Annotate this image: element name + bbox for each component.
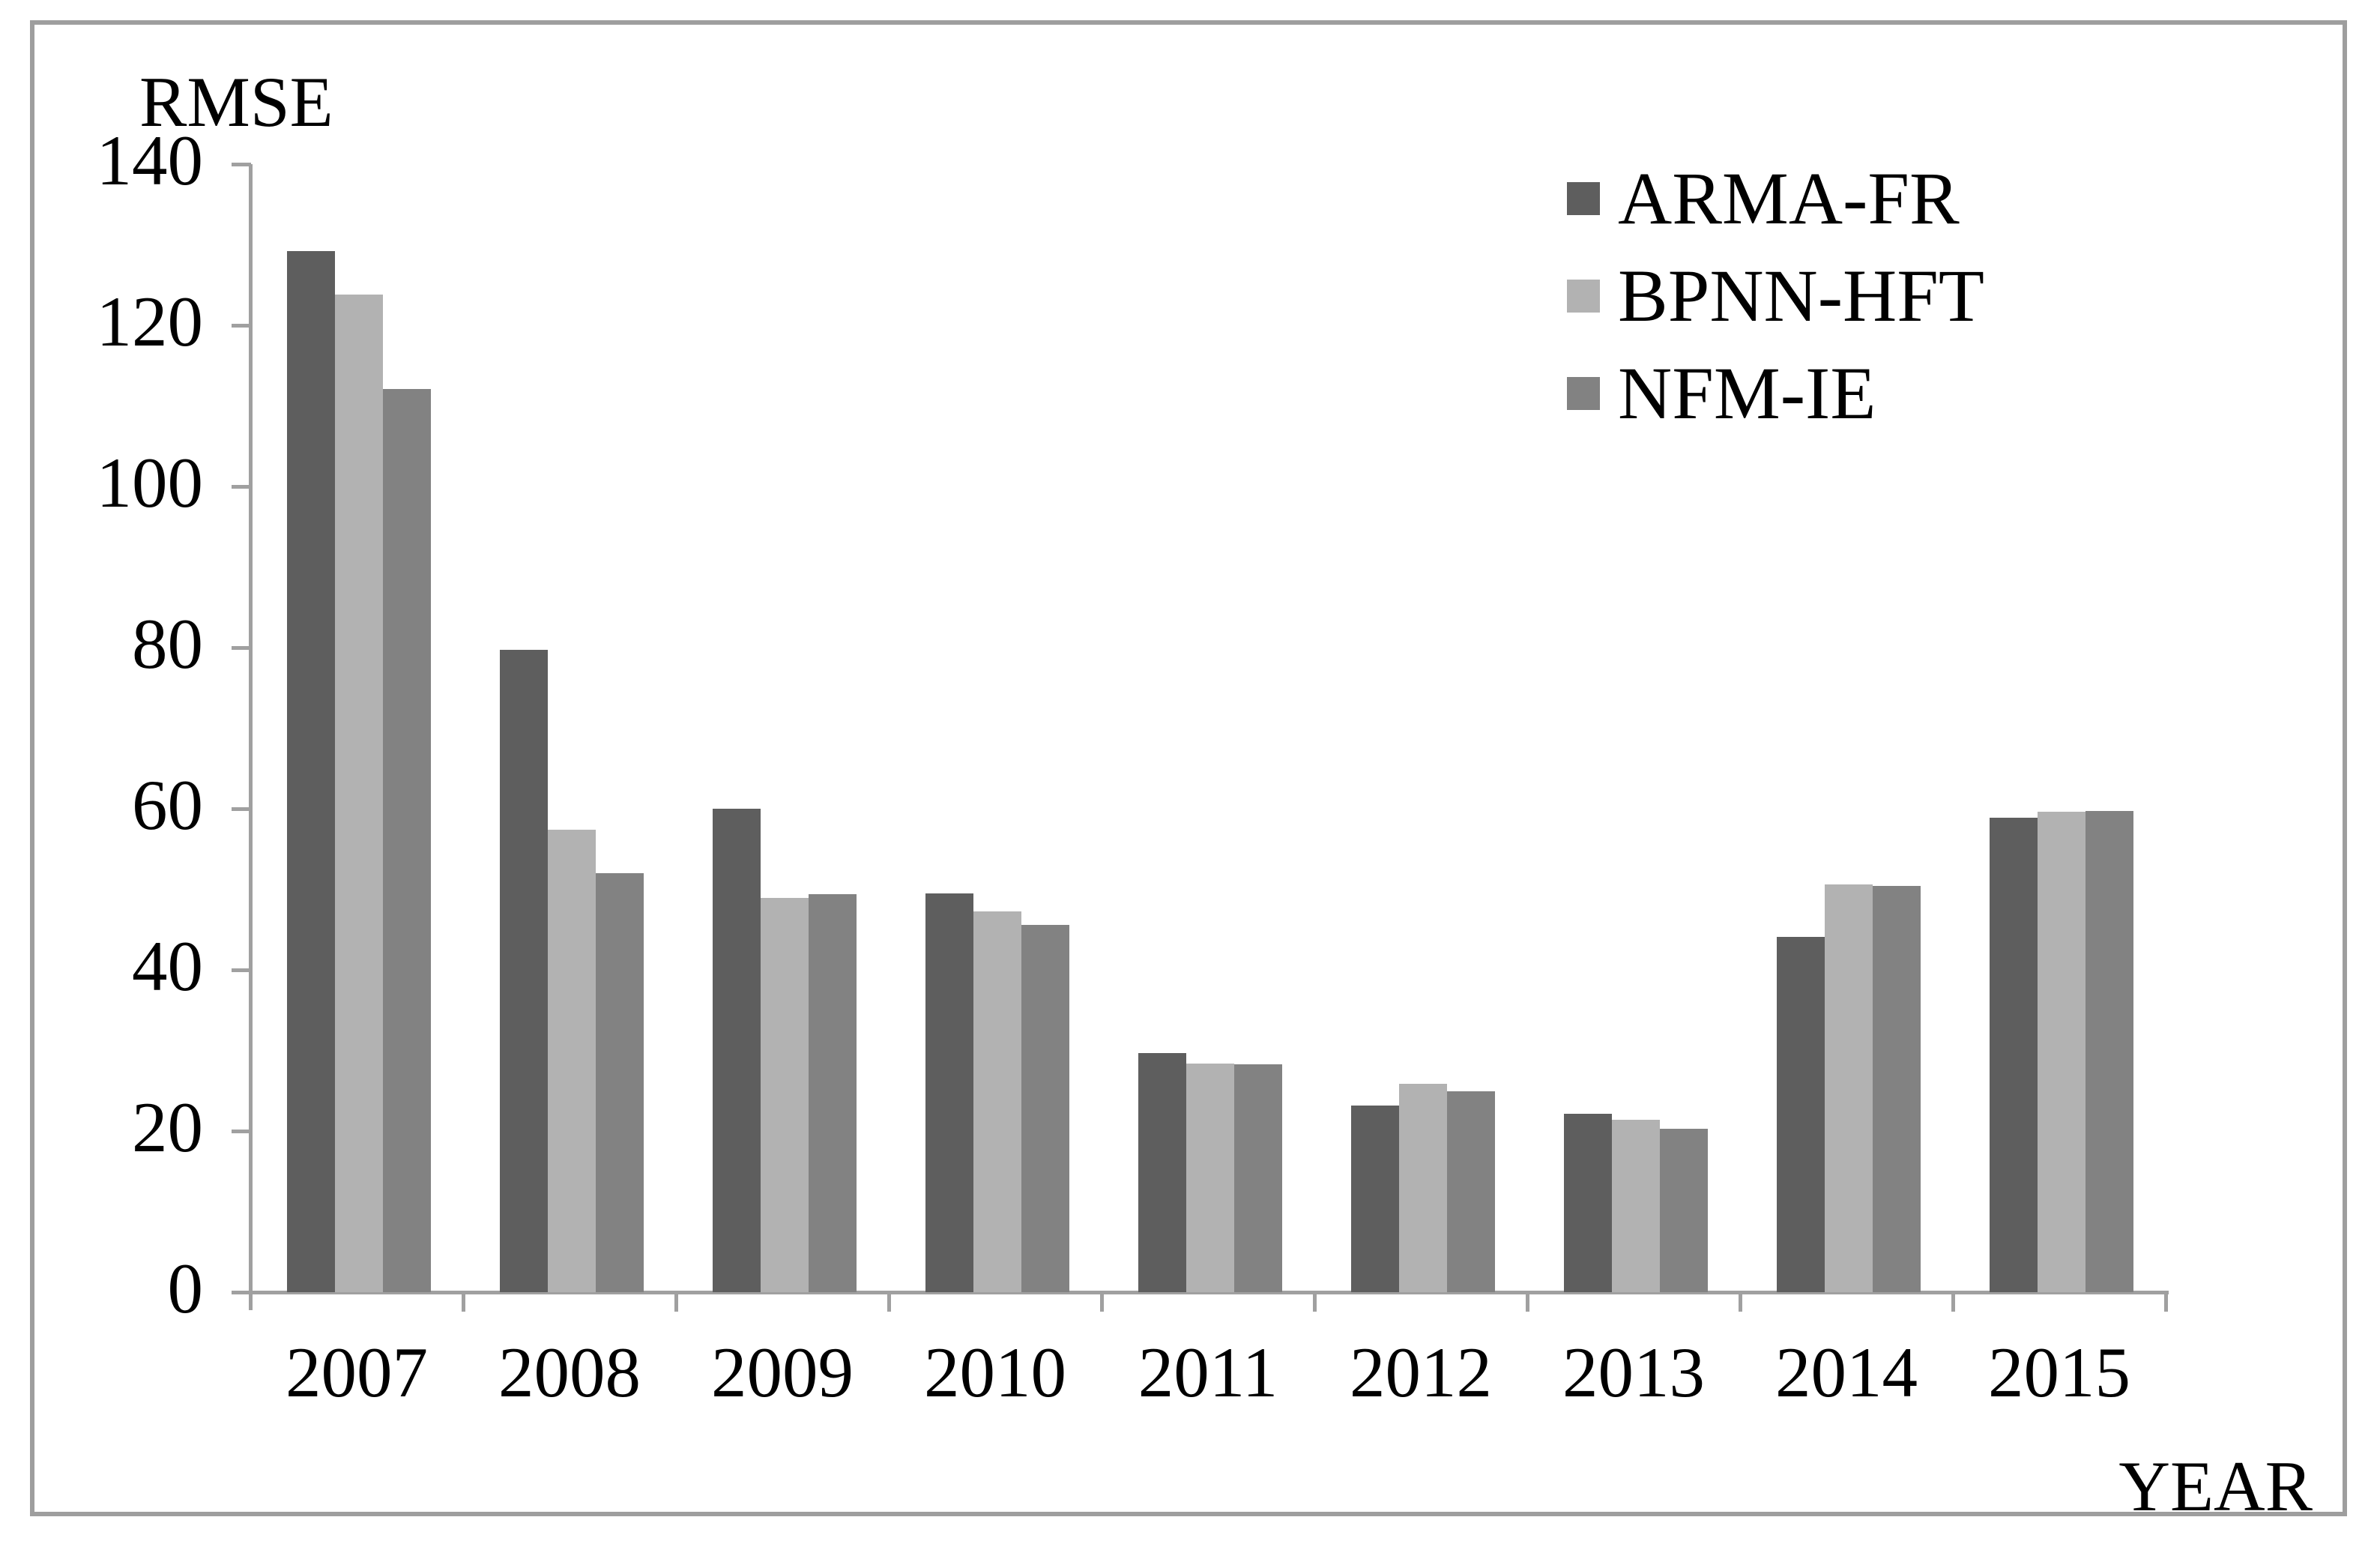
legend-item-arma-fr: ARMA-FR xyxy=(1567,161,1960,236)
bar-arma-fr-2012 xyxy=(1351,1105,1399,1292)
x-tick xyxy=(1951,1291,1955,1312)
y-tick-label: 20 xyxy=(132,1088,203,1167)
legend-label-nfm-ie: NFM-IE xyxy=(1618,352,1876,435)
bar-arma-fr-2008 xyxy=(500,650,548,1292)
y-tick xyxy=(232,1130,251,1133)
y-axis-title: RMSE xyxy=(139,62,333,142)
x-tick-label: 2014 xyxy=(1775,1333,1918,1412)
x-tick xyxy=(674,1291,678,1312)
bar-nfm-ie-2014 xyxy=(1873,886,1921,1292)
bar-bpnn-hft-2014 xyxy=(1825,884,1873,1292)
legend-swatch-arma-fr xyxy=(1567,182,1600,215)
x-tick-label: 2009 xyxy=(711,1333,854,1412)
bar-bpnn-hft-2010 xyxy=(973,911,1021,1292)
bar-nfm-ie-2010 xyxy=(1021,924,1069,1292)
x-tick-label: 2011 xyxy=(1138,1333,1278,1412)
y-tick xyxy=(232,968,251,972)
bar-nfm-ie-2011 xyxy=(1234,1064,1282,1292)
y-tick-label: 40 xyxy=(132,926,203,1006)
bar-bpnn-hft-2013 xyxy=(1612,1119,1660,1292)
y-tick-label: 120 xyxy=(96,282,204,361)
bar-nfm-ie-2015 xyxy=(2085,811,2133,1292)
bar-bpnn-hft-2008 xyxy=(548,829,596,1292)
y-tick xyxy=(232,324,251,328)
x-tick xyxy=(1739,1291,1742,1312)
x-tick xyxy=(1100,1291,1104,1312)
y-tick xyxy=(232,646,251,650)
bar-arma-fr-2015 xyxy=(1990,817,2038,1292)
bar-nfm-ie-2007 xyxy=(383,388,431,1292)
bar-arma-fr-2011 xyxy=(1138,1052,1186,1292)
legend-swatch-nfm-ie xyxy=(1567,377,1600,410)
bar-bpnn-hft-2009 xyxy=(761,898,809,1292)
bar-arma-fr-2007 xyxy=(287,251,335,1292)
y-axis-line xyxy=(249,164,253,1310)
x-axis-line xyxy=(233,1291,2169,1294)
y-tick xyxy=(232,163,251,166)
y-tick-label: 100 xyxy=(96,443,204,522)
bar-arma-fr-2013 xyxy=(1564,1114,1612,1292)
x-tick xyxy=(1526,1291,1529,1312)
bar-nfm-ie-2009 xyxy=(809,893,857,1292)
x-tick-label: 2008 xyxy=(498,1333,641,1412)
y-tick-label: 60 xyxy=(132,765,203,845)
x-tick xyxy=(887,1291,891,1312)
x-axis-title: YEAR xyxy=(2118,1447,2313,1526)
bar-bpnn-hft-2012 xyxy=(1399,1083,1447,1292)
bar-nfm-ie-2013 xyxy=(1660,1128,1708,1292)
x-tick-label: 2013 xyxy=(1562,1333,1705,1412)
legend-item-bpnn-hft: BPNN-HFT xyxy=(1567,259,1984,334)
bar-arma-fr-2009 xyxy=(713,809,761,1292)
bar-arma-fr-2010 xyxy=(925,893,973,1292)
bar-nfm-ie-2012 xyxy=(1447,1091,1495,1292)
x-tick xyxy=(462,1291,465,1312)
legend-label-bpnn-hft: BPNN-HFT xyxy=(1618,254,1984,337)
bar-bpnn-hft-2015 xyxy=(2038,812,2085,1292)
legend-swatch-bpnn-hft xyxy=(1567,280,1600,313)
bar-arma-fr-2014 xyxy=(1777,936,1825,1292)
x-tick xyxy=(2164,1291,2168,1312)
y-tick-label: 140 xyxy=(96,121,204,200)
y-tick xyxy=(232,1291,251,1294)
y-tick xyxy=(232,807,251,811)
figure-frame: RMSE YEAR 0 20 40 60 80 100 120 140 2007 2008 2009… xyxy=(30,20,2347,1522)
x-tick-label: 2007 xyxy=(286,1333,428,1412)
legend-label-arma-fr: ARMA-FR xyxy=(1618,157,1960,240)
x-tick-label: 2012 xyxy=(1350,1333,1492,1412)
y-tick-label: 80 xyxy=(132,604,203,684)
legend-item-nfm-ie: NFM-IE xyxy=(1567,356,1876,431)
bar-nfm-ie-2008 xyxy=(596,873,644,1292)
x-tick xyxy=(1313,1291,1317,1312)
y-tick xyxy=(232,485,251,489)
bar-bpnn-hft-2011 xyxy=(1186,1063,1234,1292)
x-tick-label: 2010 xyxy=(924,1333,1066,1412)
bar-bpnn-hft-2007 xyxy=(335,295,383,1292)
x-tick-label: 2015 xyxy=(1988,1333,2130,1412)
y-tick-label: 0 xyxy=(167,1249,204,1328)
